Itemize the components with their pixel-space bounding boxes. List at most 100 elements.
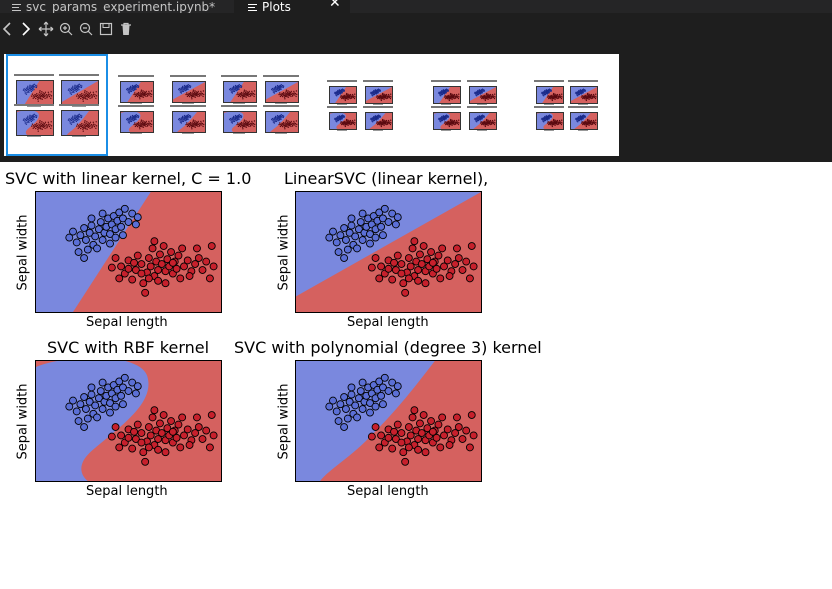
pan-move-icon[interactable] [38,21,54,37]
x-axis-label: Sepal length [347,484,429,499]
data-point-class-b [440,262,448,271]
data-point-class-a [91,232,100,241]
mini-axis-label [26,136,42,137]
data-point-class-b [130,258,138,267]
mini-title [59,104,99,106]
data-point-class-b [148,244,157,253]
data-point-class-b [139,279,148,288]
data-point-class-a [371,233,380,242]
mini-axis-label [71,136,87,137]
axes-frame [295,360,482,482]
data-point-class-a [379,214,387,223]
data-point-class-b [111,254,120,262]
data-point-class-b [454,423,463,431]
data-point-class-b [130,427,138,436]
plot-title: SVC with linear kernel, C = 1.0 [5,169,252,188]
data-point-class-b [124,264,133,273]
tab-notebook[interactable]: svc_params_experiment.ipynb* [12,0,232,13]
plot-thumbnail[interactable] [524,54,619,156]
data-point-class-a [340,393,349,401]
mini-title [431,106,461,108]
mini-axis-label [274,133,288,134]
data-point-class-b [417,429,426,437]
mini-axis-label [577,104,589,105]
mini-title [431,80,461,82]
data-point-class-b [428,258,437,267]
data-point-class-a [358,405,367,413]
data-point-class-b [137,438,146,447]
trash-icon[interactable] [118,21,134,37]
mini-title [534,106,564,108]
plot-thumbnail[interactable] [6,54,108,156]
data-point-class-b [144,443,153,452]
save-icon[interactable] [98,21,114,37]
data-point-class-b [401,457,410,466]
data-point-class-a [119,214,127,223]
data-point-class-b [454,254,463,262]
data-point-class-b [172,264,181,273]
data-point-class-a [106,399,114,407]
data-point-class-b [421,448,430,457]
plot-thumbnail[interactable] [114,54,219,156]
data-point-class-a [87,390,96,399]
plot-thumbnail[interactable] [319,54,419,156]
data-point-class-a [94,225,103,234]
data-point-class-a [74,248,83,256]
mini-axis-label [476,104,488,105]
data-point-class-a [347,221,356,230]
data-point-class-a [115,377,124,386]
data-point-class-a [93,413,101,422]
data-point-class-a [356,218,365,226]
data-point-class-b [453,413,461,422]
data-point-class-b [397,260,406,268]
data-point-class-b [384,264,393,273]
plot-thumbnail[interactable] [219,54,319,156]
mini-axis-label [129,103,143,104]
mini-plot [265,111,299,133]
mini-plot [223,81,257,103]
mini-title [221,75,257,77]
x-axis-label: Sepal length [86,315,168,330]
mini-plot [265,81,299,103]
mini-title [363,80,393,82]
data-point-class-b [427,417,435,425]
data-point-class-b [161,279,170,288]
data-point-class-a [80,423,89,431]
tab-plots[interactable]: Plots ✕ [234,0,350,13]
data-point-class-a [336,400,345,409]
data-point-class-a [351,401,360,410]
data-point-class-b [144,423,153,431]
data-point-class-b [176,274,185,283]
data-point-class-a [119,400,127,409]
data-point-class-b [156,419,164,428]
data-point-class-b [157,260,166,268]
zoom-out-icon[interactable] [78,21,94,37]
mini-title [14,74,54,76]
data-point-class-a [340,423,349,431]
data-point-class-b [458,266,467,274]
axes-frame [35,191,222,313]
data-point-class-b [416,419,424,428]
mini-plot [223,111,257,133]
data-point-class-b [154,276,163,285]
data-point-class-a [117,222,126,231]
data-point-class-b [436,274,445,283]
mini-plot [172,81,206,103]
data-point-class-b [462,257,471,266]
data-point-class-a [377,222,386,231]
data-point-class-b [154,445,163,454]
chevron-right-icon[interactable] [18,21,34,37]
close-icon[interactable]: ✕ [329,0,341,11]
data-point-class-b [390,258,398,267]
x-axis-label: Sepal length [86,484,168,499]
zoom-in-icon[interactable] [58,21,74,37]
mini-plot [120,111,154,133]
chevron-left-icon[interactable] [0,21,16,37]
data-point-class-b [174,420,183,429]
data-point-class-a [334,417,343,425]
data-point-class-b [467,411,476,419]
data-point-class-a [366,239,374,248]
plot-thumbnail[interactable] [419,54,524,156]
data-point-class-b [209,262,218,271]
data-point-class-b [453,244,461,253]
